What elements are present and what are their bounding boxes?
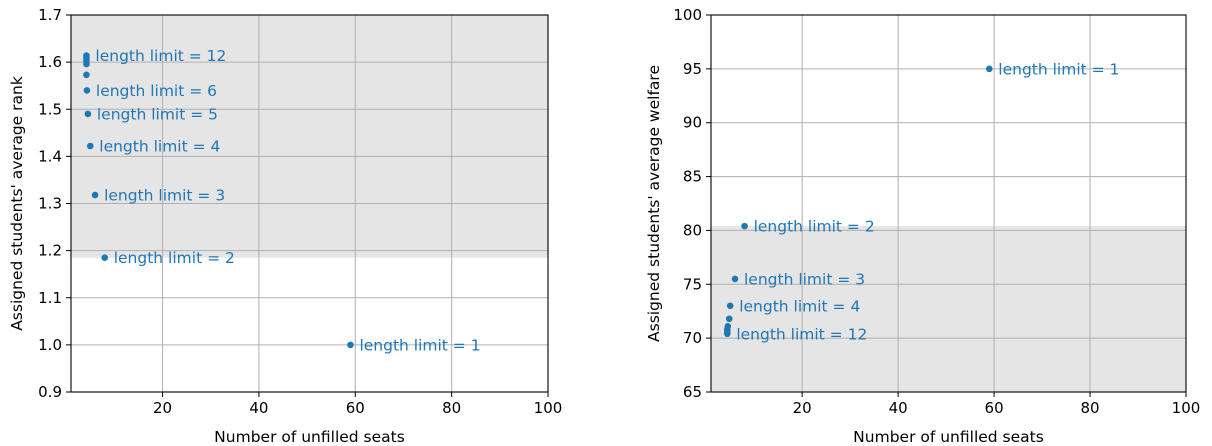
point-annotation: length limit = 3 (744, 270, 865, 288)
x-axis-label: Number of unfilled seats (214, 428, 405, 446)
chart-1: 20 40 60 80 100 0.9 1.0 1.1 1.2 1.3 1.4 1.5 1.6 1.7 Nu… (8, 6, 562, 446)
data-point (726, 302, 734, 310)
data-point (741, 222, 748, 230)
y-tick-label: 95 (683, 60, 702, 78)
y-tick-label: 70 (683, 329, 702, 347)
x-tick-label: 100 (534, 399, 563, 417)
y-axis-label: Assigned students' average welfare (645, 65, 663, 342)
y-axis-label: Assigned students' average rank (8, 76, 26, 331)
data-point (731, 275, 739, 283)
point-annotation: length limit = 2 (754, 218, 875, 236)
y-tick-label: 80 (683, 221, 702, 239)
y-tick-label: 1.7 (38, 6, 62, 24)
x-tick-label: 80 (1080, 399, 1099, 417)
point-annotation: length limit = 1 (998, 60, 1119, 78)
y-tick-label: 1.6 (38, 53, 62, 71)
data-point (101, 254, 109, 261)
y-tick-label: 90 (683, 114, 702, 132)
data-point (725, 315, 733, 323)
data-point (83, 71, 90, 79)
x-tick-label: 20 (153, 399, 172, 417)
y-tick-label: 1.3 (38, 195, 62, 213)
x-tick-label: 60 (346, 399, 365, 417)
plot-frame (710, 14, 1187, 393)
chart-2: 20 40 60 80 100 65 70 75 80 85 90 95 100 Number of un… (645, 6, 1200, 446)
y-tick-label: 1.4 (38, 147, 62, 165)
point-annotation: length limit = 1 (359, 336, 480, 354)
y-tick-label: 1.1 (38, 289, 62, 307)
y-tick-label: 65 (683, 383, 702, 401)
point-annotation: length limit = 2 (114, 249, 235, 267)
y-tick-label: 1.5 (38, 100, 62, 118)
data-point (347, 341, 354, 349)
y-tick-label: 1.2 (38, 242, 62, 260)
point-annotation: length limit = 12 (736, 325, 867, 343)
shaded-region (71, 15, 548, 258)
x-tick-label: 80 (442, 399, 461, 417)
data-point (86, 142, 94, 150)
point-annotation: length limit = 5 (97, 105, 218, 123)
point-annotation: length limit = 3 (104, 187, 225, 205)
data-point (83, 52, 90, 59)
x-tick-label: 40 (889, 399, 908, 417)
x-tick-label: 60 (985, 399, 1004, 417)
shaded-region (711, 226, 1186, 392)
y-tick-label: 1.0 (38, 336, 62, 354)
y-tick-label: 85 (683, 168, 702, 186)
x-tick-label: 100 (1172, 399, 1201, 417)
point-annotation: length limit = 12 (95, 47, 226, 65)
data-point (724, 330, 731, 338)
point-annotation: length limit = 4 (99, 138, 220, 156)
point-annotation: length limit = 6 (96, 82, 217, 100)
data-point (91, 191, 99, 199)
y-tick-label: 0.9 (38, 383, 62, 401)
y-tick-label: 100 (673, 6, 702, 24)
data-point (83, 87, 91, 94)
x-axis-label: Number of unfilled seats (853, 428, 1044, 446)
data-point (84, 110, 92, 118)
x-tick-label: 40 (249, 399, 268, 417)
point-annotation: length limit = 4 (739, 297, 860, 315)
data-point (985, 65, 993, 73)
y-tick-label: 75 (683, 275, 702, 293)
x-tick-label: 20 (793, 399, 812, 417)
